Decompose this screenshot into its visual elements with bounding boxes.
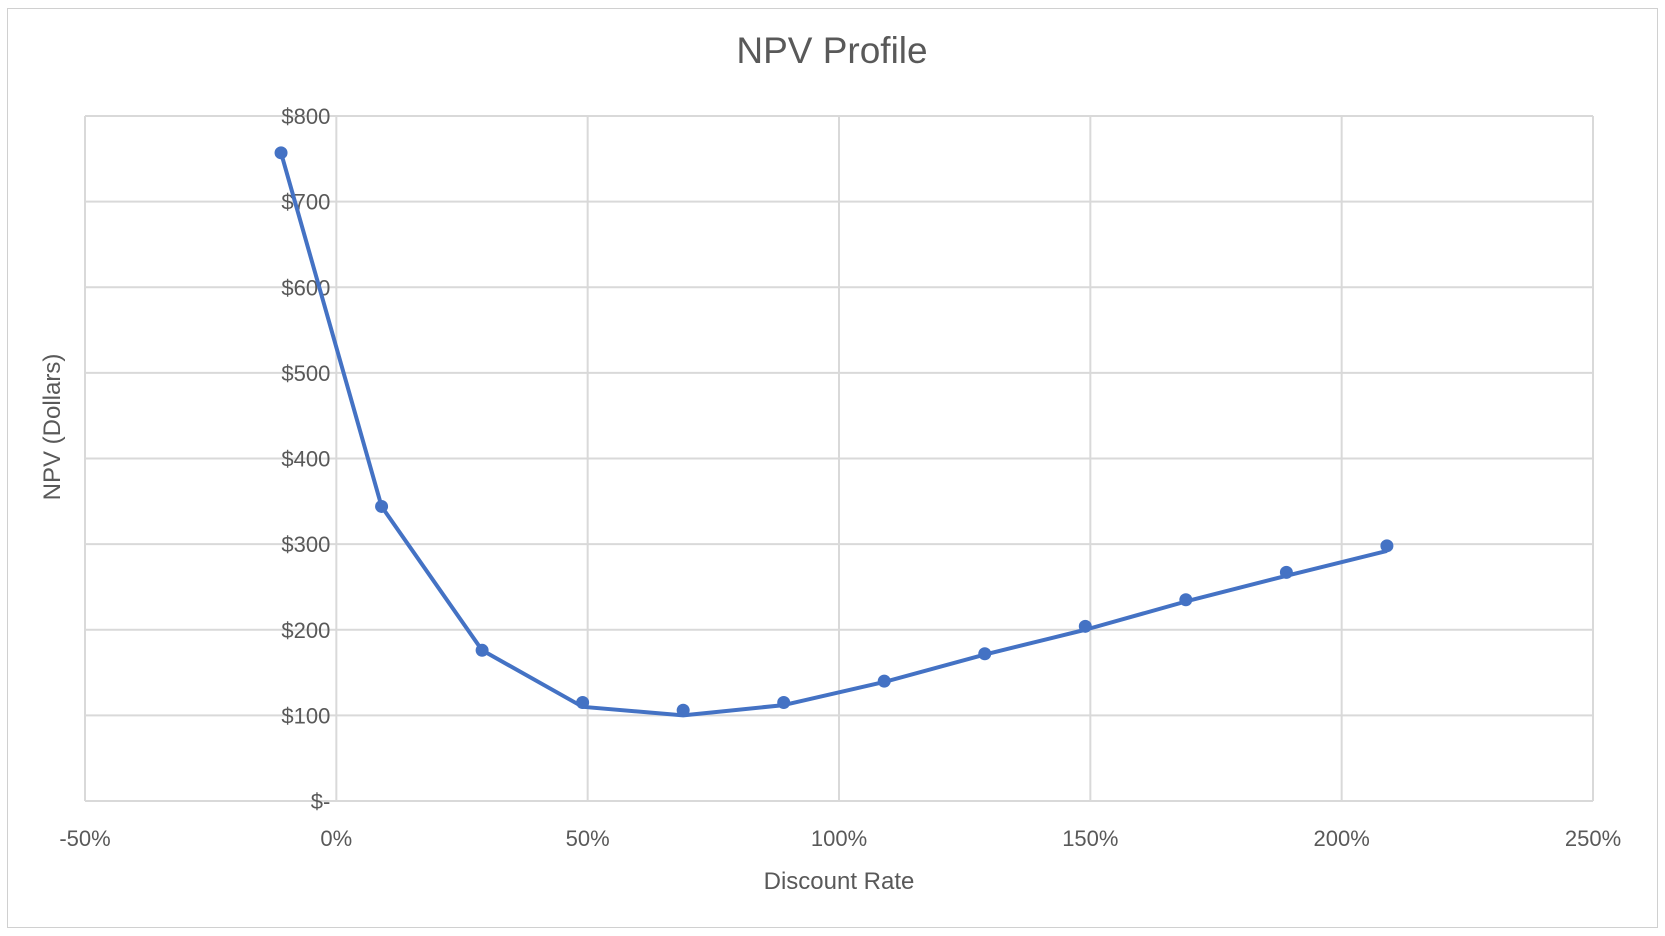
y-tick-label: $700	[281, 190, 330, 215]
x-tick-label: 50%	[566, 826, 610, 851]
y-tick-label: $100	[281, 703, 330, 728]
tick-labels: $-$100$200$300$400$500$600$700$800-50% 0%…	[59, 104, 1621, 851]
data-point	[274, 146, 288, 160]
data-point	[576, 696, 590, 710]
chart-title: NPV Profile	[736, 30, 927, 71]
x-axis-label: Discount Rate	[764, 868, 915, 895]
y-tick-label: $200	[281, 618, 330, 643]
data-point	[978, 647, 992, 661]
data-point	[777, 696, 791, 710]
data-point	[1380, 539, 1394, 553]
data-point	[877, 674, 891, 688]
data-point	[475, 643, 489, 657]
data-point	[1279, 565, 1293, 579]
x-tick-label: 0%	[320, 826, 352, 851]
y-tick-label: $400	[281, 447, 330, 472]
x-tick-label: 250%	[1565, 826, 1621, 851]
data-point	[676, 703, 690, 717]
y-axis-label: NPV (Dollars)	[39, 354, 66, 501]
y-tick-label: $500	[281, 361, 330, 386]
series-layer	[274, 146, 1394, 718]
x-tick-label: 200%	[1314, 826, 1370, 851]
y-tick-label: $-	[311, 789, 331, 814]
data-point	[1179, 593, 1193, 607]
x-tick-label: -50%	[59, 826, 110, 851]
y-tick-label: $800	[281, 104, 330, 129]
gridlines	[84, 115, 1594, 802]
data-point	[375, 499, 389, 513]
y-tick-label: $300	[281, 532, 330, 557]
x-tick-label: 100%	[811, 826, 867, 851]
data-point	[1078, 619, 1092, 633]
series-line	[279, 152, 1388, 718]
x-tick-label: 150%	[1062, 826, 1118, 851]
